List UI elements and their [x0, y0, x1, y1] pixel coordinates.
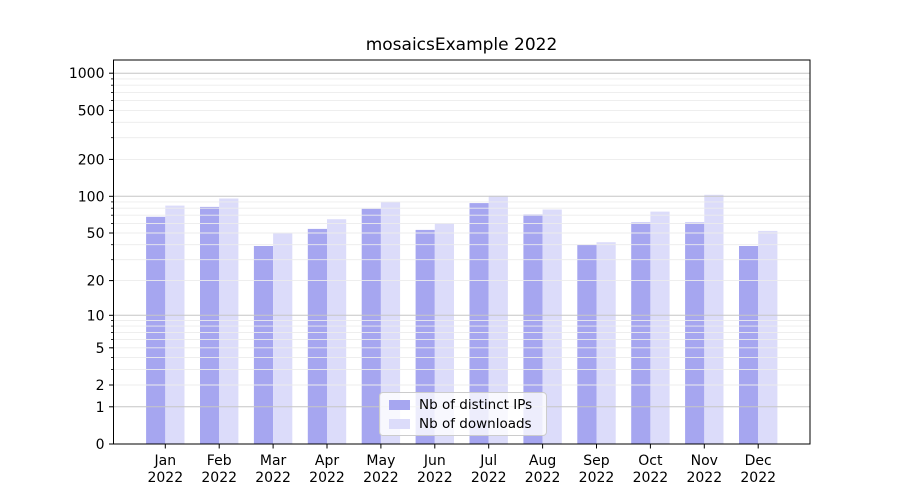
y-tick-label-50: 50 [87, 226, 105, 242]
x-tick-label-apr: Apr [315, 453, 339, 469]
y-tick-label-500: 500 [78, 103, 105, 119]
legend: Nb of distinct IPs Nb of downloads [379, 392, 547, 436]
x-tick-label-sep: Sep [583, 453, 610, 469]
bar-nb-of-downloads-sep [596, 242, 616, 444]
bar-nb-of-downloads-dec [758, 230, 778, 444]
y-tick-label-200: 200 [78, 152, 105, 168]
bar-nb-of-distinct-ips-oct [631, 222, 651, 444]
x-tick-year-mar: 2022 [255, 470, 291, 486]
bar-nb-of-downloads-mar [273, 233, 293, 444]
y-tick-label-0: 0 [96, 437, 105, 453]
x-tick-label-feb: Feb [207, 453, 232, 469]
x-tick-year-nov: 2022 [686, 470, 722, 486]
legend-label-distinct-ips: Nb of distinct IPs [419, 396, 533, 413]
x-tick-year-apr: 2022 [309, 470, 345, 486]
bar-nb-of-distinct-ips-dec [739, 246, 759, 444]
x-tick-label-mar: Mar [260, 453, 287, 469]
y-tick-label-10: 10 [87, 308, 105, 324]
y-tick-label-1000: 1000 [69, 66, 105, 82]
x-tick-year-aug: 2022 [525, 470, 561, 486]
x-tick-label-dec: Dec [745, 453, 772, 469]
x-tick-year-dec: 2022 [740, 470, 776, 486]
x-tick-label-jul: Jul [479, 453, 497, 469]
axes-frame [113, 59, 811, 445]
y-tick-label-20: 20 [87, 274, 105, 290]
x-tick-label-aug: Aug [529, 453, 556, 469]
bar-nb-of-downloads-jan [165, 205, 185, 444]
x-tick-label-jun: Jun [423, 453, 446, 469]
bar-nb-of-downloads-jun [434, 223, 454, 444]
bar-nb-of-distinct-ips-aug [523, 214, 543, 444]
legend-label-downloads: Nb of downloads [419, 415, 532, 432]
x-tick-year-sep: 2022 [579, 470, 615, 486]
x-tick-year-jun: 2022 [417, 470, 453, 486]
bar-nb-of-distinct-ips-jul [469, 203, 489, 444]
x-tick-label-oct: Oct [638, 453, 663, 469]
x-tick-year-jul: 2022 [471, 470, 507, 486]
x-tick-label-nov: Nov [691, 453, 718, 469]
bar-nb-of-downloads-nov [704, 194, 724, 444]
bar-nb-of-distinct-ips-apr [307, 228, 327, 444]
bar-nb-of-distinct-ips-feb [200, 206, 220, 444]
x-tick-year-jan: 2022 [147, 470, 183, 486]
bar-nb-of-distinct-ips-mar [253, 246, 274, 444]
y-tick-label-2: 2 [96, 378, 105, 394]
y-tick-label-5: 5 [96, 341, 105, 357]
x-tick-year-feb: 2022 [201, 470, 237, 486]
bar-nb-of-downloads-oct [650, 211, 670, 444]
chart-title: mosaicsExample 2022 [365, 35, 558, 55]
bar-nb-of-distinct-ips-jun [415, 229, 435, 444]
bar-nb-of-downloads-apr [327, 219, 347, 444]
legend-swatch-downloads [389, 418, 410, 429]
x-tick-year-may: 2022 [363, 470, 399, 486]
y-tick-label-100: 100 [78, 189, 105, 205]
x-tick-label-may: May [366, 453, 395, 469]
bar-nb-of-distinct-ips-sep [577, 244, 597, 444]
x-tick-label-jan: Jan [154, 453, 177, 469]
y-tick-label-1: 1 [96, 400, 105, 416]
legend-item-distinct-ips: Nb of distinct IPs [389, 397, 537, 413]
x-tick-year-oct: 2022 [633, 470, 669, 486]
legend-swatch-distinct-ips [389, 399, 410, 410]
bar-nb-of-distinct-ips-jan [146, 216, 166, 444]
bar-nb-of-downloads-jul [488, 195, 508, 444]
bar-nb-of-downloads-may [380, 201, 401, 444]
legend-item-downloads: Nb of downloads [389, 416, 537, 432]
bar-nb-of-distinct-ips-nov [685, 222, 705, 444]
